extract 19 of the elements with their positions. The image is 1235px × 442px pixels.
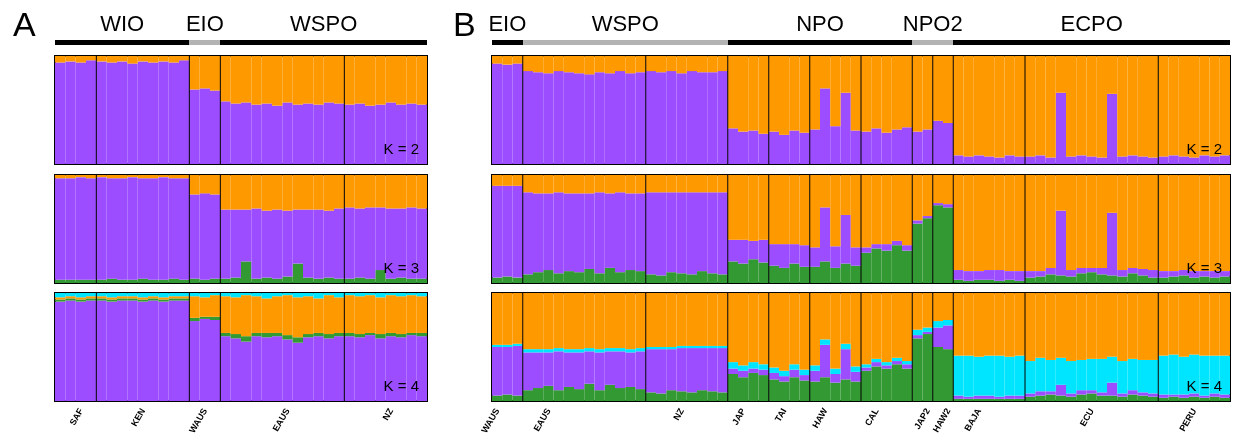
x-tick-label: NZ [671, 406, 687, 422]
text: NPO2 [902, 10, 963, 36]
annotation: K = 3 [383, 259, 419, 276]
text: NPO [796, 10, 844, 36]
text: WIO [100, 10, 145, 36]
chart-title: A [13, 5, 36, 43]
text: WSPO [591, 10, 659, 36]
chart-title: B [453, 5, 476, 43]
text: EIO [488, 10, 527, 36]
annotation: K = 2 [383, 140, 419, 157]
text: ECPO [1060, 10, 1123, 36]
text: EIO [185, 10, 224, 36]
x-tick-label: CAL [862, 406, 881, 428]
text: WSPO [290, 10, 358, 36]
annotation: K = 4 [1186, 377, 1222, 394]
x-tick-label: TAI [772, 406, 789, 424]
annotation: K = 4 [383, 377, 419, 394]
x-tick-label: NZ [380, 406, 396, 422]
annotation: K = 2 [1186, 140, 1222, 157]
